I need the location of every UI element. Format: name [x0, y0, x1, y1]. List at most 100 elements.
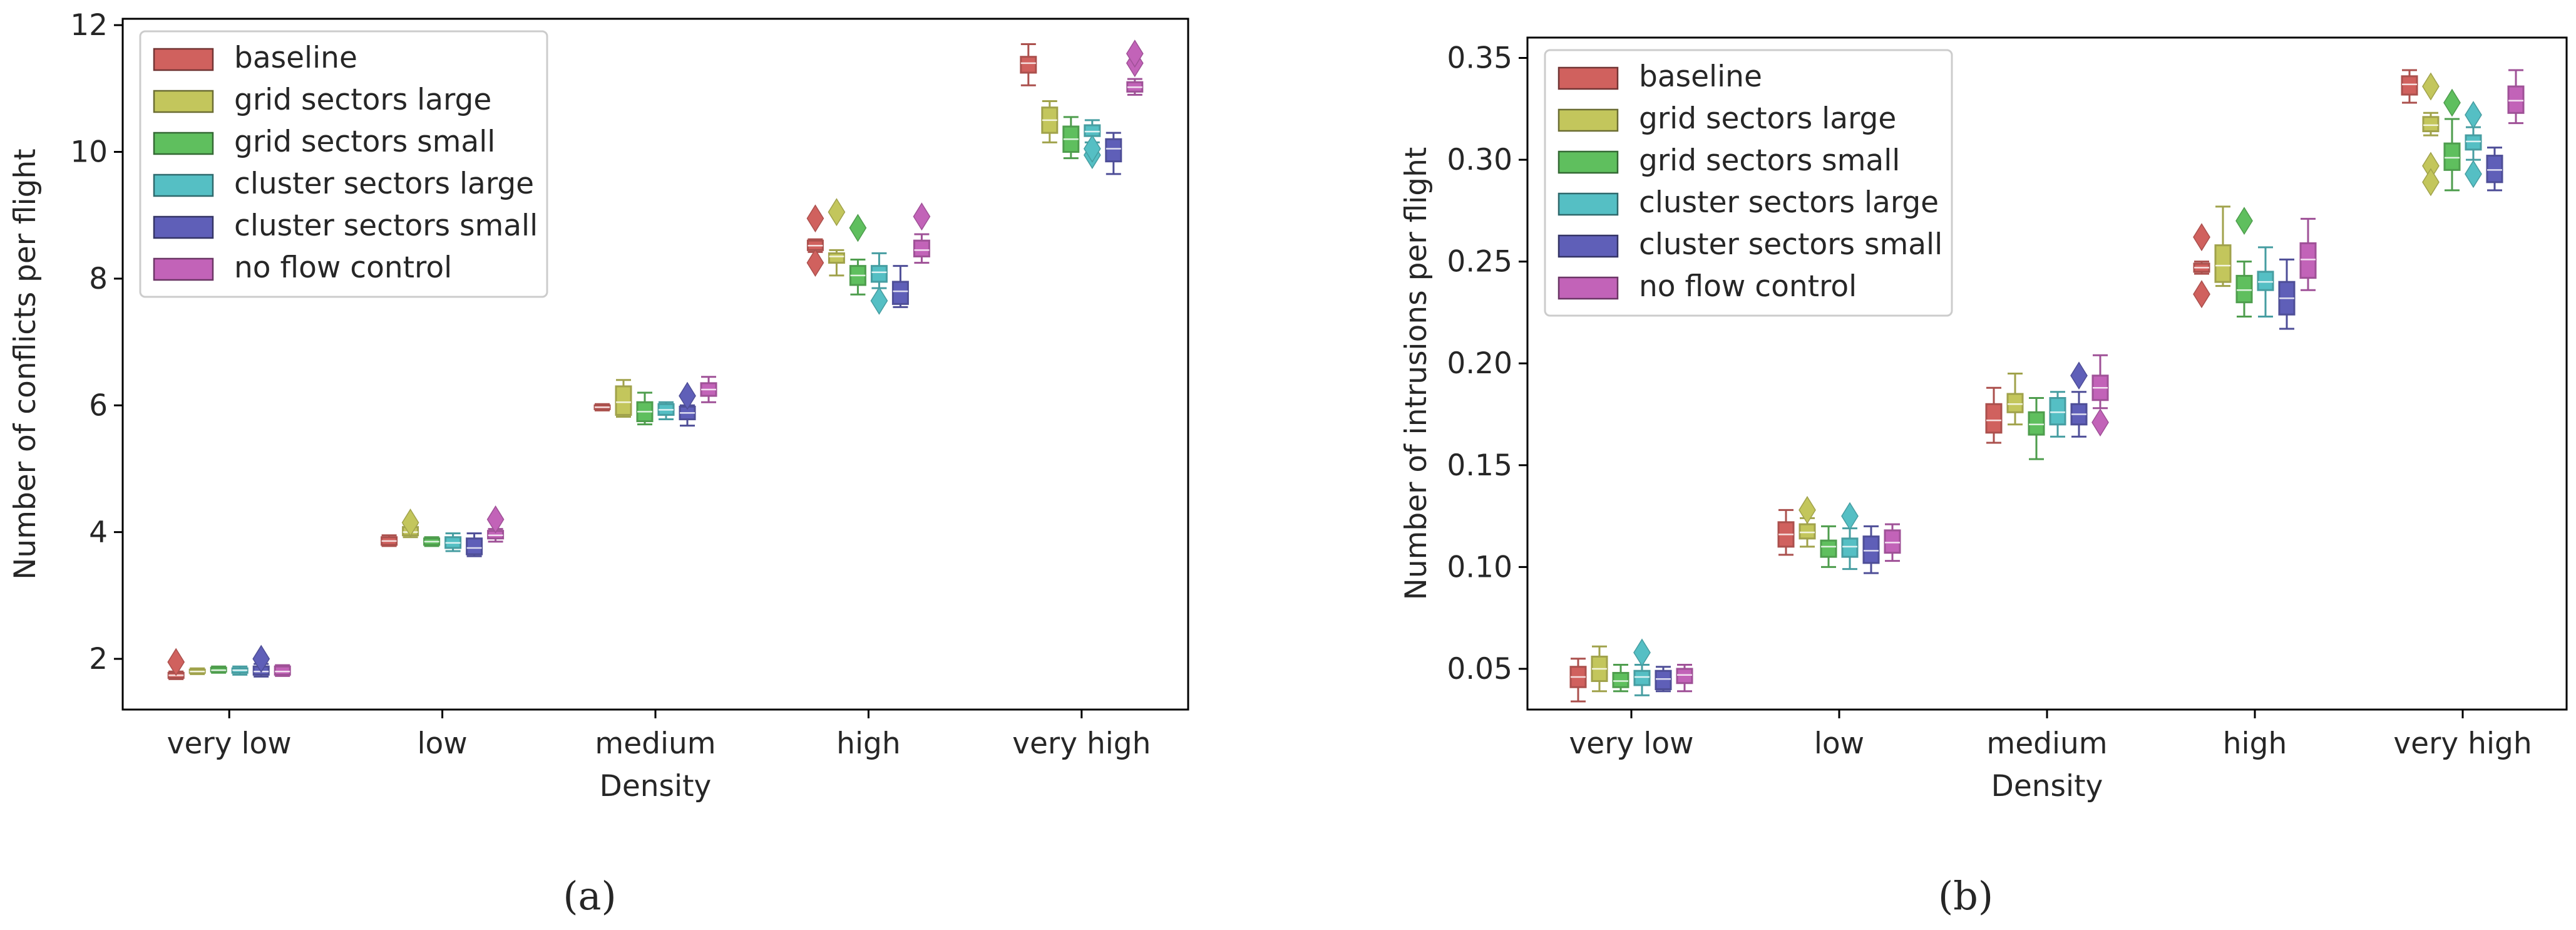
flier — [2422, 72, 2440, 101]
series-cluster-sectors-small — [1655, 147, 2503, 693]
series-baseline — [1569, 69, 2418, 703]
y-axis-label: Number of intrusions per flight — [1399, 147, 1434, 601]
box-body — [913, 239, 930, 257]
x-tick-label: high — [2223, 726, 2287, 761]
panel-b: 0.05 0.10 0.15 0.20 0.25 0.30 0.35 very low low m… — [1399, 36, 2568, 919]
legend-label: grid sectors small — [234, 125, 495, 159]
y-tick-label: 10 — [70, 135, 108, 170]
box — [1612, 663, 1629, 693]
box — [1105, 132, 1122, 175]
box-body — [615, 385, 632, 416]
flier — [2070, 361, 2088, 390]
box-body — [2049, 397, 2066, 426]
box — [2070, 361, 2088, 438]
box — [891, 265, 909, 308]
legend-label: no flow control — [234, 251, 452, 285]
box-body — [1841, 537, 1859, 558]
box — [423, 536, 441, 547]
legend-swatch — [153, 215, 214, 239]
y-tick-label: 6 — [89, 388, 108, 423]
flier — [806, 249, 824, 277]
legend-swatch — [153, 48, 214, 71]
box — [252, 644, 270, 678]
series-cluster-sectors-large — [231, 119, 1101, 676]
flier — [1633, 638, 1651, 667]
series-cluster-sectors-small — [252, 132, 1122, 678]
box — [1591, 645, 1608, 693]
box — [188, 667, 206, 675]
box — [1020, 43, 1037, 86]
y-tick-label: 0.05 — [1447, 652, 1512, 686]
series-grid-sectors-large — [1591, 72, 2440, 693]
flier — [2193, 223, 2210, 252]
flier — [913, 202, 931, 231]
flier — [2193, 280, 2210, 309]
flier — [1841, 502, 1859, 530]
box — [1799, 495, 1816, 548]
caption: (b) — [1938, 873, 1993, 919]
x-axis-label: Density — [1991, 769, 2103, 803]
series-no-flow-control — [274, 39, 1144, 677]
box — [870, 252, 888, 315]
flier — [2091, 408, 2109, 437]
box-body — [1862, 535, 1880, 564]
legend-label: cluster sectors large — [234, 167, 534, 201]
flier — [2465, 160, 2482, 189]
series-grid-sectors-small — [1612, 88, 2461, 693]
panel-a: 2 4 6 8 10 12 very low low medium high very high De… — [8, 8, 1189, 919]
box — [657, 401, 675, 421]
flier — [486, 505, 505, 534]
flier — [401, 509, 419, 537]
caption: (a) — [563, 873, 616, 919]
legend-swatch — [153, 257, 214, 281]
box — [231, 665, 249, 676]
box — [2235, 207, 2253, 318]
legend-label: no flow control — [1639, 269, 1857, 304]
box — [444, 532, 462, 552]
legend: baseline grid sectors large grid sectors s… — [139, 30, 548, 298]
flier — [1799, 495, 1816, 524]
series-baseline — [167, 43, 1037, 680]
box — [679, 381, 696, 427]
box-body — [466, 537, 483, 555]
flier — [679, 381, 696, 410]
box — [486, 505, 505, 543]
y-tick-label: 0.35 — [1447, 41, 1512, 76]
y-tick-label: 2 — [89, 642, 108, 676]
box-body — [2486, 155, 2503, 183]
box — [210, 665, 227, 674]
box-body — [1884, 529, 1901, 554]
x-tick-label: high — [836, 726, 900, 761]
box-body — [2235, 274, 2253, 304]
box — [1985, 386, 2003, 444]
flier — [849, 214, 867, 242]
box — [401, 509, 419, 539]
flier — [828, 198, 846, 227]
box — [2486, 147, 2503, 192]
box-body — [2299, 242, 2317, 279]
box — [2257, 246, 2274, 318]
box — [1676, 663, 1693, 693]
legend: baseline grid sectors large grid sectors s… — [1544, 49, 1953, 317]
y-tick-label: 0.25 — [1447, 245, 1512, 279]
x-tick-label: very low — [1569, 726, 1693, 761]
box-body — [870, 265, 888, 283]
box — [1083, 119, 1101, 169]
y-tick-label: 8 — [89, 262, 108, 296]
box — [274, 664, 291, 677]
box — [2006, 373, 2024, 426]
flier — [2422, 168, 2440, 197]
box-body — [2006, 393, 2024, 413]
box — [1841, 502, 1859, 571]
box — [636, 391, 654, 426]
legend-swatch — [1557, 150, 1619, 174]
box — [2049, 391, 2066, 438]
box-body — [274, 665, 291, 676]
flier — [2443, 88, 2461, 117]
box — [2507, 69, 2525, 125]
box — [1777, 509, 1795, 556]
box — [1862, 525, 1880, 574]
box — [2193, 223, 2210, 309]
box — [466, 532, 483, 557]
